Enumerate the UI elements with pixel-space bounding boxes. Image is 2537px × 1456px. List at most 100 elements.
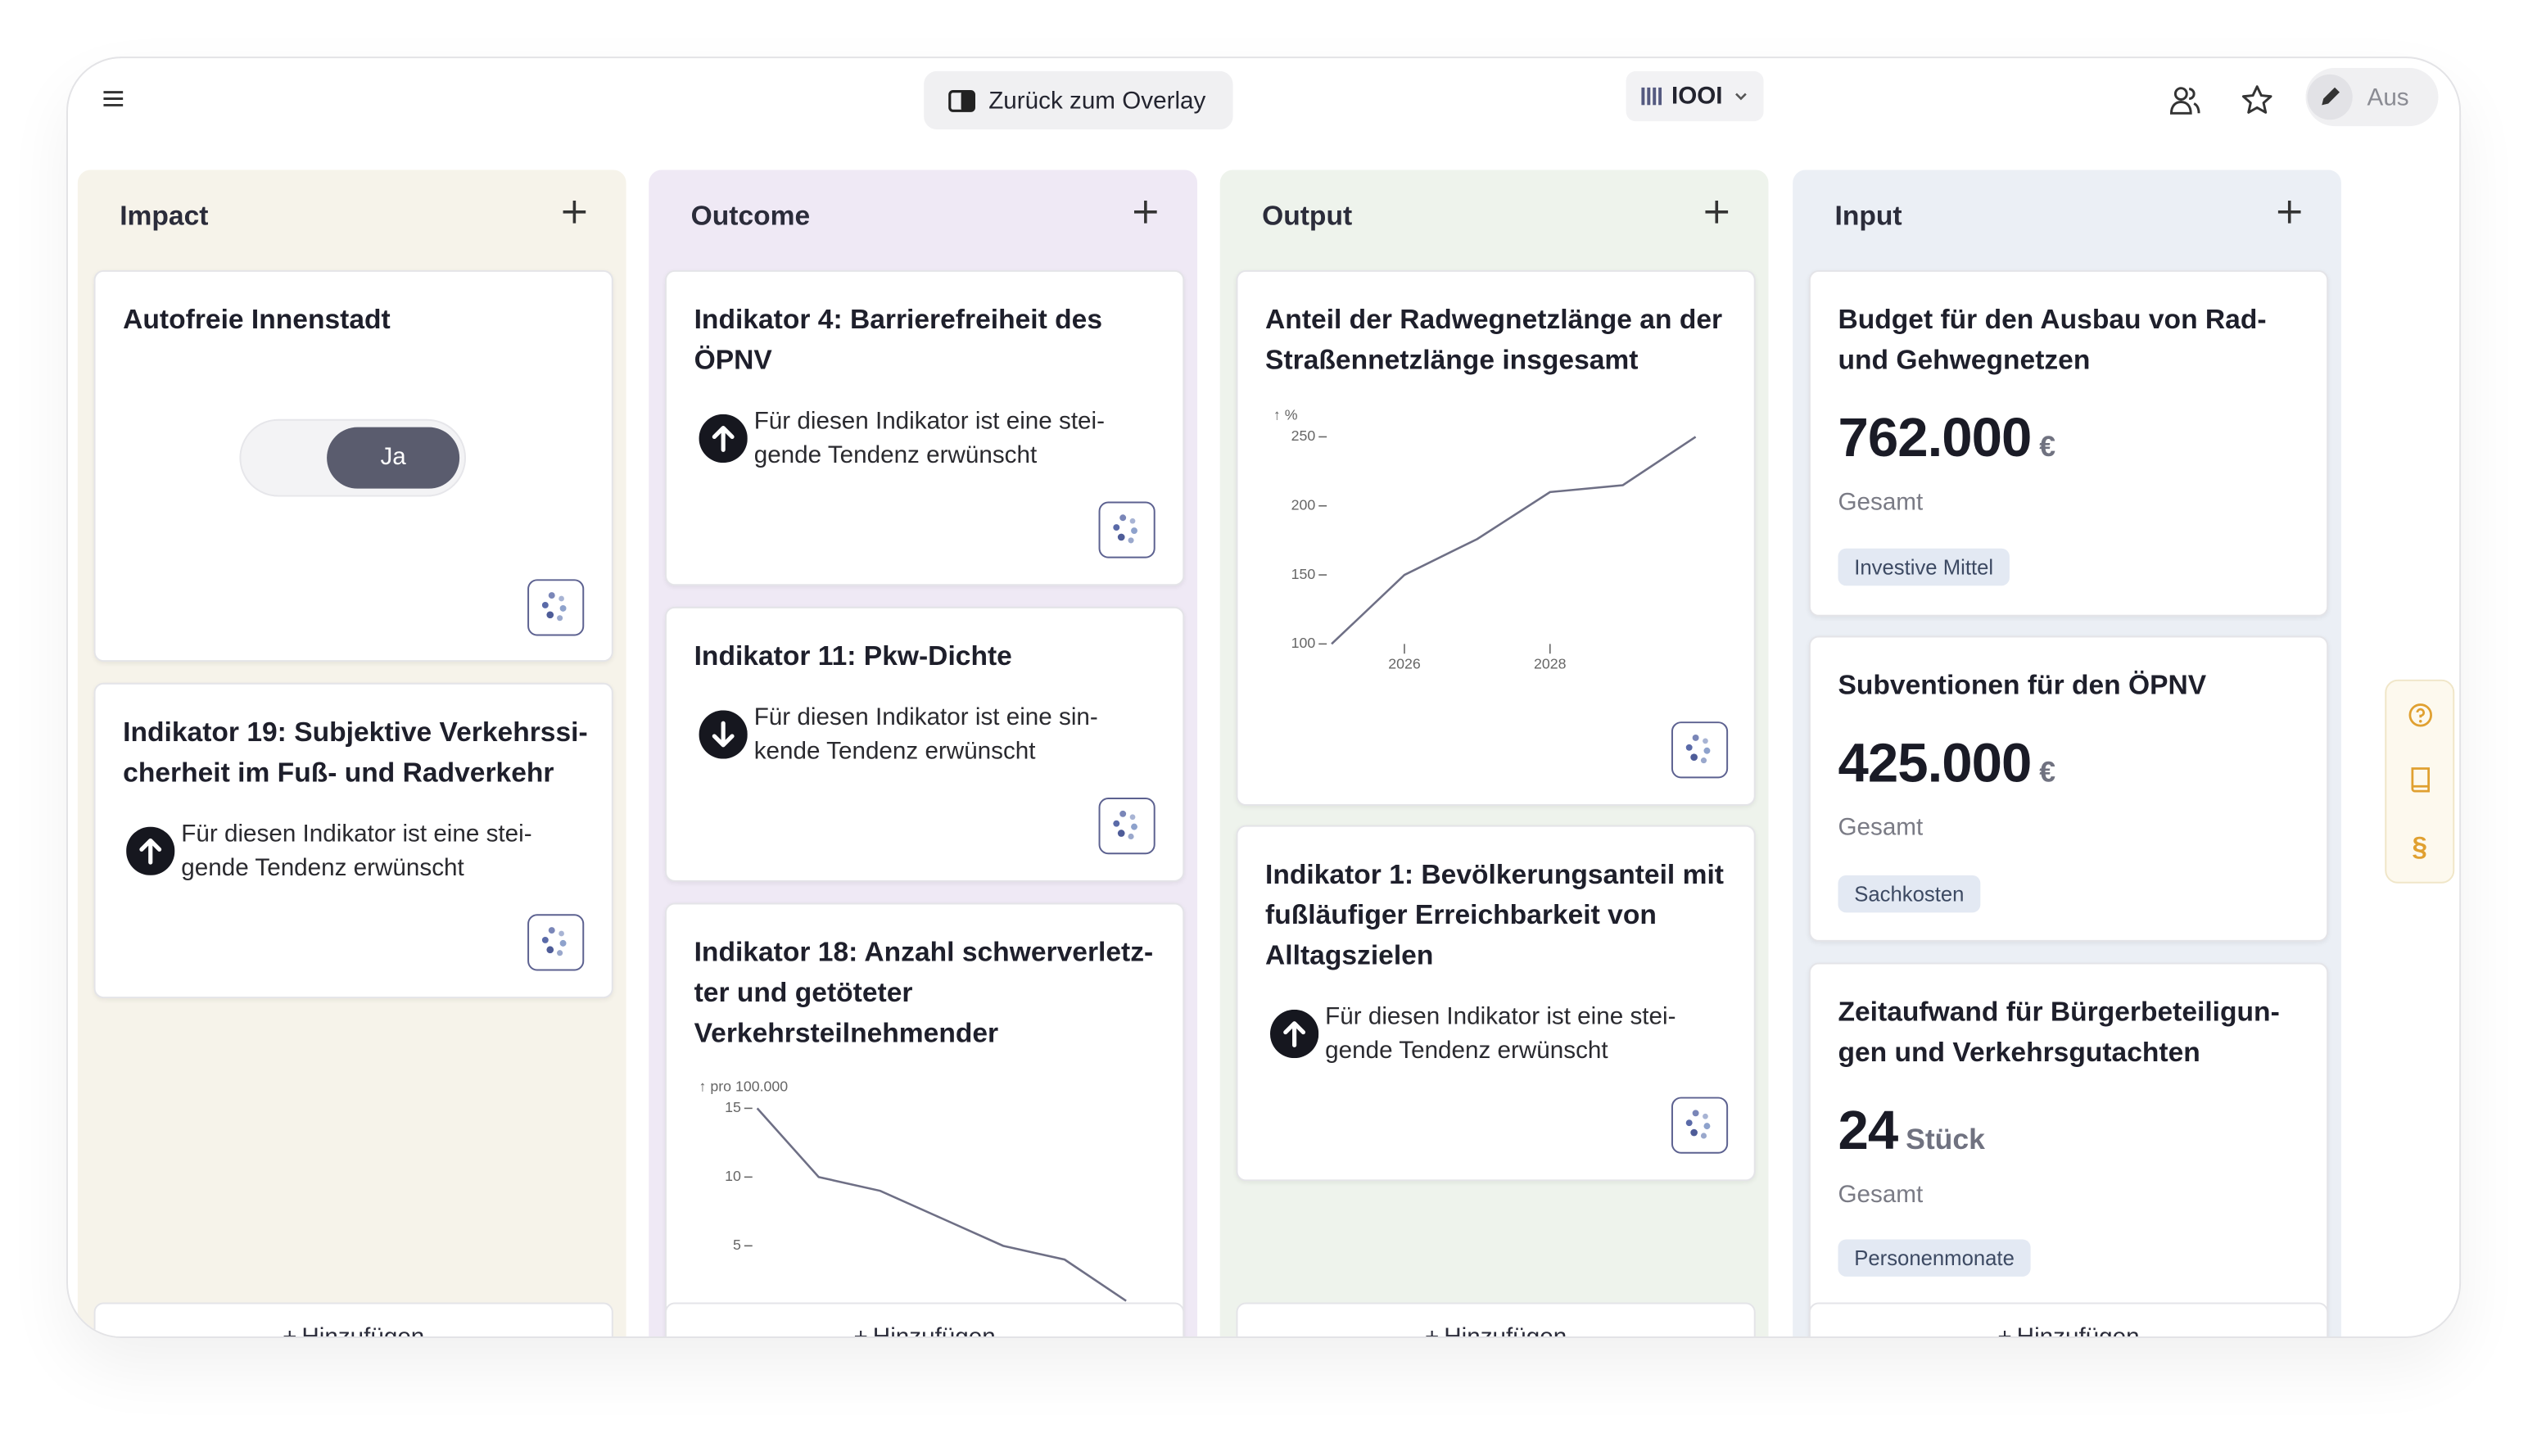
- add-label: + Hinzufügen: [1237, 1323, 1753, 1336]
- card-title: Indikator 19: Subjektive Verkehrssi-cher…: [123, 712, 588, 793]
- title-line: gen und Verkehrsgutachten: [1838, 1037, 2200, 1069]
- view-label: IOOI: [1671, 82, 1723, 111]
- users-icon[interactable]: [2168, 84, 2201, 117]
- card-title: Indikator 11: Pkw-Dichte: [694, 635, 1012, 676]
- y-tick-label: 15: [725, 1099, 741, 1115]
- dot: [1129, 518, 1136, 524]
- shape: [2277, 200, 2301, 224]
- column-title: Outcome: [690, 200, 811, 232]
- toggle-knob: Ja: [327, 427, 460, 489]
- view-selector[interactable]: IOOI: [1626, 70, 1764, 122]
- dot: [1690, 753, 1698, 762]
- trend-line: Für diesen Indikator ist eine sin-: [753, 703, 1098, 732]
- shape: [563, 200, 586, 224]
- card[interactable]: Indikator 1: Bevölkerungsanteil mit fußlä…: [1236, 825, 1756, 1182]
- title-line: ter und getöteter: [694, 977, 913, 1008]
- icon-button[interactable]: [1671, 721, 1729, 779]
- trend-text: Für diesen Indikator ist eine stei-gende…: [181, 817, 531, 885]
- toggle[interactable]: Ja: [239, 418, 467, 497]
- add-icon[interactable]: [1701, 196, 1734, 228]
- dot: [541, 936, 549, 943]
- trend-up-icon: [126, 826, 175, 875]
- title-line: Budget für den Ausbau von Rad-: [1838, 304, 2267, 335]
- add-icon[interactable]: [1129, 196, 1162, 228]
- shape: [2411, 767, 2431, 793]
- add-text: Hinzufügen: [301, 1323, 425, 1338]
- add-icon[interactable]: [2273, 196, 2306, 228]
- card[interactable]: Indikator 19: Subjektive Verkehrssi-cher…: [93, 682, 613, 999]
- amount-unit: Stück: [1906, 1123, 1985, 1155]
- add-label: + Hinzufügen: [667, 1323, 1183, 1336]
- amount-unit: €: [2039, 755, 2056, 789]
- trend-arrow: [712, 721, 735, 748]
- dots-icon: [1685, 734, 1711, 764]
- card[interactable]: Indikator 11: Pkw-Dichte Für diesen Indi…: [665, 606, 1185, 882]
- column: Input Budget für den Ausbau von Rad-und …: [1793, 170, 2341, 1338]
- amount: 762.000 €: [1838, 408, 2055, 471]
- dot: [1692, 1110, 1699, 1117]
- title-line: cherheit im Fuß- und Radverkehr: [123, 757, 554, 789]
- card[interactable]: Zeitaufwand für Bürgerbeteiligun-gen und…: [1808, 962, 2329, 1336]
- title-line: fußläufiger Erreichbarkeit von: [1265, 899, 1657, 931]
- card-title: Zeitaufwand für Bürgerbeteiligun-gen und…: [1838, 992, 2279, 1073]
- icon-button[interactable]: [527, 914, 585, 971]
- section-icon[interactable]: §: [2412, 831, 2428, 863]
- title-line: Zeitaufwand für Bürgerbeteiligun-: [1838, 997, 2280, 1028]
- card-title: Subventionen für den ÖPNV: [1838, 665, 2206, 705]
- column: Impact Autofreie Innenstadt Ja Indikator…: [77, 170, 626, 1338]
- data-line: [756, 1107, 1127, 1302]
- x-tick-label: 2028: [1534, 656, 1567, 672]
- amount-label: Gesamt: [1838, 1181, 1924, 1209]
- add-icon[interactable]: [559, 196, 591, 228]
- y-tick-label: 250: [1291, 427, 1316, 444]
- card[interactable]: Subventionen für den ÖPNV 425.000 € Gesam…: [1808, 635, 2329, 942]
- dot: [1128, 833, 1134, 840]
- add-button[interactable]: + Hinzufügen: [1236, 1302, 1756, 1336]
- overlay-button[interactable]: Zurück zum Overlay: [924, 70, 1233, 130]
- trend-up-icon: [1269, 1009, 1319, 1059]
- add-label: + Hinzufügen: [1811, 1323, 2327, 1338]
- shape: [2408, 703, 2432, 727]
- dot: [1113, 820, 1120, 827]
- menu-icon[interactable]: [102, 89, 124, 109]
- shape: [2189, 88, 2200, 114]
- card[interactable]: Indikator 18: Anzahl schwerverletz-ter u…: [665, 902, 1185, 1336]
- tag: Personenmonate: [1838, 1239, 2031, 1277]
- add-button[interactable]: + Hinzufügen: [1808, 1302, 2329, 1338]
- help-icon[interactable]: [2408, 702, 2434, 728]
- plus: +: [1997, 1323, 2017, 1338]
- trend-arrow: [1283, 1021, 1306, 1047]
- data-line: [1331, 436, 1697, 645]
- mode-toggle[interactable]: Aus: [2305, 67, 2439, 127]
- shape: [1641, 87, 1662, 106]
- trend-line: Für diesen Indikator ist eine stei-: [753, 407, 1106, 436]
- star-icon[interactable]: [2241, 84, 2273, 117]
- dot: [541, 601, 549, 608]
- trend-line: kende Tendenz erwünscht: [753, 737, 1036, 766]
- icon-button[interactable]: [1098, 798, 1155, 855]
- icon-button[interactable]: [1098, 501, 1155, 558]
- card[interactable]: Budget für den Ausbau von Rad-und Gehweg…: [1808, 269, 2329, 617]
- amount: 24 Stück: [1838, 1101, 1985, 1164]
- card[interactable]: Indikator 4: Barrierefreiheit des ÖPNV Fü…: [665, 269, 1185, 586]
- card[interactable]: Anteil der Radwegnetzlänge an der Straßen…: [1236, 269, 1756, 806]
- title-line: Straßennetzlänge insgesamt: [1265, 344, 1639, 376]
- add-button[interactable]: + Hinzufügen: [93, 1302, 613, 1338]
- icon-button[interactable]: [527, 579, 585, 636]
- trend-line: gende Tendenz erwünscht: [1325, 1037, 1608, 1065]
- dot: [559, 604, 567, 612]
- card[interactable]: Autofreie Innenstadt Ja: [93, 269, 613, 662]
- dot: [1700, 1133, 1707, 1139]
- title-line: Alltagszielen: [1265, 939, 1434, 971]
- add-label: + Hinzufügen: [96, 1323, 612, 1338]
- plus: +: [283, 1323, 302, 1338]
- dot: [1117, 830, 1125, 837]
- add-text: Hinzufügen: [2016, 1323, 2140, 1338]
- add-button[interactable]: + Hinzufügen: [665, 1302, 1185, 1336]
- book-icon[interactable]: [2409, 767, 2432, 794]
- column: Output Anteil der Radwegnetzlänge an der…: [1219, 170, 1769, 1336]
- icon-button[interactable]: [1671, 1097, 1729, 1154]
- trend-down-icon: [699, 710, 748, 759]
- y-tick-label: 100: [1291, 635, 1316, 651]
